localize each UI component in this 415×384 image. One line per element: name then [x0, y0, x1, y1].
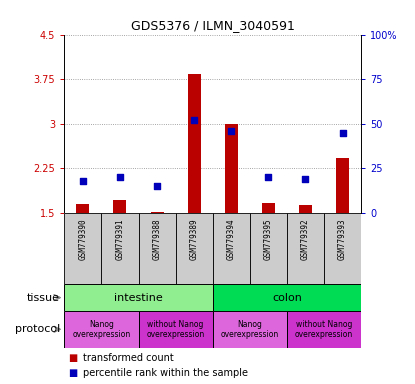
Bar [213, 311, 287, 348]
Point [228, 128, 234, 134]
Bar [287, 311, 361, 348]
Bar [213, 284, 361, 311]
Bar [188, 74, 200, 213]
Text: without Nanog
overexpression: without Nanog overexpression [146, 319, 205, 339]
Text: GSM779393: GSM779393 [338, 219, 347, 260]
Text: GSM779389: GSM779389 [190, 219, 199, 260]
Point [191, 117, 198, 123]
Bar [139, 213, 176, 284]
Bar [139, 311, 213, 348]
Text: GSM779388: GSM779388 [153, 219, 161, 260]
Bar [64, 311, 139, 348]
Bar [262, 203, 275, 213]
Bar [250, 213, 287, 284]
Text: Nanog
overexpression: Nanog overexpression [72, 319, 131, 339]
Text: GSM779390: GSM779390 [78, 219, 88, 260]
Text: ■: ■ [68, 353, 78, 363]
Point [339, 130, 346, 136]
Point [154, 183, 160, 189]
Bar [324, 213, 361, 284]
Text: GSM779392: GSM779392 [301, 219, 310, 260]
Text: protocol: protocol [15, 324, 60, 334]
Bar [299, 205, 312, 213]
Text: GSM779394: GSM779394 [227, 219, 236, 260]
Text: GSM779395: GSM779395 [264, 219, 273, 260]
Bar [113, 200, 127, 213]
Text: colon: colon [272, 293, 302, 303]
Bar [225, 124, 238, 213]
Bar [336, 158, 349, 213]
Text: ■: ■ [68, 368, 78, 379]
Bar [176, 213, 213, 284]
Bar [101, 213, 139, 284]
Bar [151, 212, 164, 213]
Text: GSM779391: GSM779391 [115, 219, 124, 260]
Text: transformed count: transformed count [83, 353, 174, 363]
Bar [76, 204, 89, 213]
Bar [64, 284, 213, 311]
Bar [213, 213, 250, 284]
Text: without Nanog
overexpression: without Nanog overexpression [295, 319, 353, 339]
Bar [64, 213, 101, 284]
Point [265, 174, 272, 180]
Text: tissue: tissue [27, 293, 60, 303]
Point [117, 174, 123, 180]
Bar [287, 213, 324, 284]
Point [302, 176, 309, 182]
Title: GDS5376 / ILMN_3040591: GDS5376 / ILMN_3040591 [131, 19, 295, 32]
Text: intestine: intestine [114, 293, 163, 303]
Text: percentile rank within the sample: percentile rank within the sample [83, 368, 248, 379]
Text: Nanog
overexpression: Nanog overexpression [221, 319, 279, 339]
Point [80, 178, 86, 184]
